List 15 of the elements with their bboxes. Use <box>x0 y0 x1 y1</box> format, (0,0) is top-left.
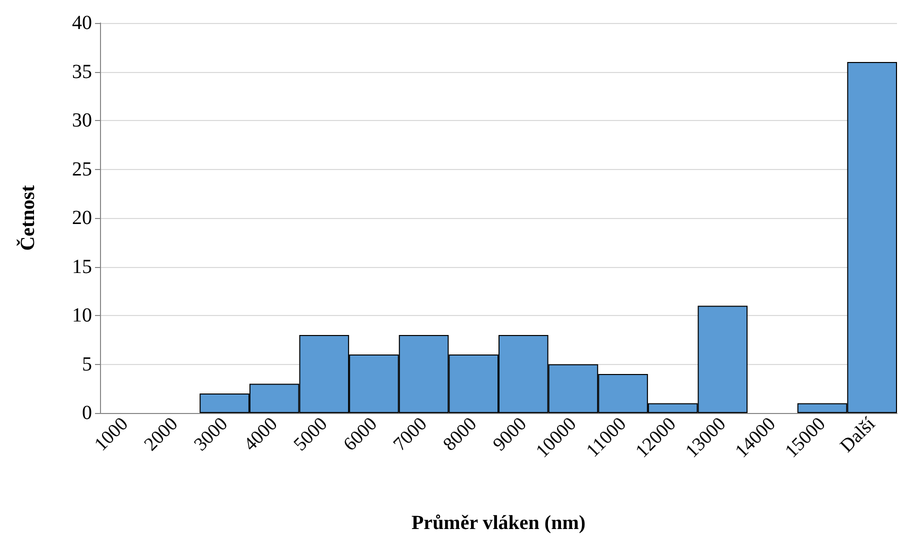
y-tick-label: 20 <box>72 207 92 229</box>
x-tick-label: 6000 <box>340 414 382 456</box>
y-tick-label: 0 <box>82 402 92 424</box>
y-tick-label: 5 <box>82 353 92 376</box>
y-tick-label: 40 <box>72 12 92 34</box>
y-tick-label: 15 <box>72 256 92 278</box>
y-tick-label: 10 <box>72 304 92 326</box>
y-axis-title: Četnost <box>16 184 39 251</box>
x-axis-title: Průměr vláken (nm) <box>411 512 586 534</box>
x-tick-label: 4000 <box>240 414 282 456</box>
x-tick-label: 7000 <box>390 414 432 456</box>
y-tick-label: 30 <box>72 110 92 132</box>
y-tick-label: 35 <box>72 60 92 83</box>
y-tick-label: 25 <box>72 158 92 180</box>
x-tick-label: 8000 <box>439 414 482 456</box>
